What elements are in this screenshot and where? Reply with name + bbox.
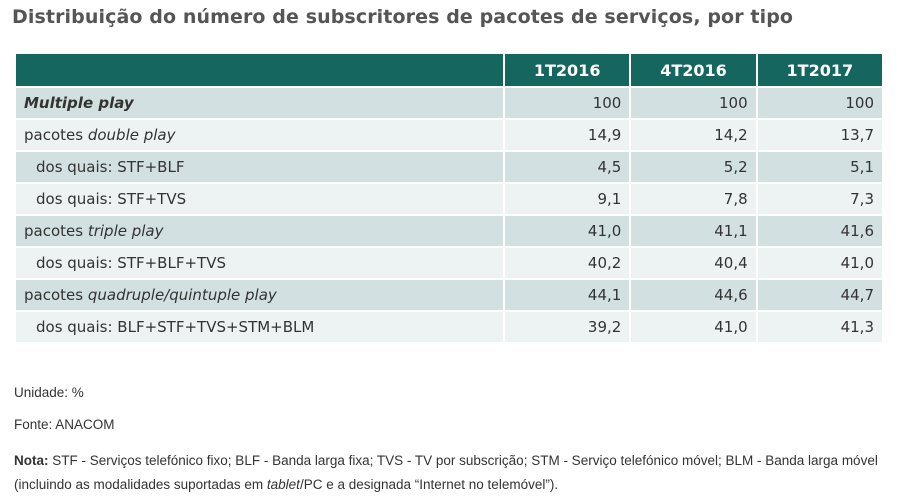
value-cell: 13,7 (757, 120, 882, 150)
value-cell: 5,1 (757, 152, 882, 182)
value-cell: 7,8 (631, 184, 756, 214)
subscribers-table: 1T2016 4T2016 1T2017 Multiple play 100 100… (14, 52, 884, 344)
value-cell: 44,1 (505, 280, 630, 310)
row-label: pacotes quadruple/quintuple play (16, 280, 503, 310)
row-label-text: dos quais: STF+BLF (36, 158, 185, 176)
column-header: 1T2017 (757, 54, 882, 86)
table-row: pacotes triple play 41,0 41,1 41,6 (16, 216, 882, 246)
value-cell: 41,1 (631, 216, 756, 246)
column-header: 4T2016 (631, 54, 756, 86)
value-cell: 4,5 (505, 152, 630, 182)
value-cell: 41,0 (757, 248, 882, 278)
value-cell: 44,6 (631, 280, 756, 310)
row-label-text: dos quais: BLF+STF+TVS+STM+BLM (36, 318, 315, 336)
row-label: dos quais: STF+TVS (16, 184, 503, 214)
table-row: pacotes quadruple/quintuple play 44,1 44,6… (16, 280, 882, 310)
row-label-italic: Multiple play (24, 94, 134, 112)
row-label-italic: double play (87, 126, 176, 144)
note-label: Nota: (14, 453, 49, 468)
value-cell: 44,7 (757, 280, 882, 310)
note-text: STF - Serviços telefónico fixo; BLF - Ba… (14, 453, 878, 492)
row-label-italic: triple play (87, 222, 164, 240)
value-cell: 39,2 (505, 312, 630, 342)
value-cell: 41,0 (505, 216, 630, 246)
table-row: dos quais: BLF+STF+TVS+STM+BLM 39,2 41,0 41… (16, 312, 882, 342)
table-row: pacotes double play 14,9 14,2 13,7 (16, 120, 882, 150)
table-row: dos quais: STF+BLF 4,5 5,2 5,1 (16, 152, 882, 182)
value-cell: 14,9 (505, 120, 630, 150)
value-cell: 5,2 (631, 152, 756, 182)
value-cell: 100 (631, 88, 756, 118)
footnote: Nota: STF - Serviços telefónico fixo; BL… (14, 449, 886, 497)
table-row: dos quais: STF+TVS 9,1 7,8 7,3 (16, 184, 882, 214)
value-cell: 9,1 (505, 184, 630, 214)
table-row: dos quais: STF+BLF+TVS 40,2 40,4 41,0 (16, 248, 882, 278)
value-cell: 14,2 (631, 120, 756, 150)
row-label-text: dos quais: STF+BLF+TVS (36, 254, 226, 272)
table-row: Multiple play 100 100 100 (16, 88, 882, 118)
row-label: pacotes triple play (16, 216, 503, 246)
value-cell: 40,2 (505, 248, 630, 278)
row-label: dos quais: BLF+STF+TVS+STM+BLM (16, 312, 503, 342)
row-label: pacotes double play (16, 120, 503, 150)
row-label: Multiple play (16, 88, 503, 118)
value-cell: 100 (757, 88, 882, 118)
value-cell: 40,4 (631, 248, 756, 278)
row-label-text: pacotes (24, 126, 88, 144)
row-label-text: dos quais: STF+TVS (36, 190, 187, 208)
table-header: 1T2016 4T2016 1T2017 (16, 54, 882, 86)
note-italic: tablet (266, 477, 300, 492)
column-header: 1T2016 (505, 54, 630, 86)
row-label-italic: quadruple/quintuple play (87, 286, 277, 304)
row-label-text: pacotes (24, 222, 88, 240)
row-label-text: pacotes (24, 286, 88, 304)
row-label: dos quais: STF+BLF (16, 152, 503, 182)
value-cell: 100 (505, 88, 630, 118)
row-label: dos quais: STF+BLF+TVS (16, 248, 503, 278)
value-cell: 41,6 (757, 216, 882, 246)
value-cell: 41,3 (757, 312, 882, 342)
page-title: Distribuição do número de subscritores d… (12, 6, 794, 28)
unit-note: Unidade: % (14, 385, 84, 400)
value-cell: 41,0 (631, 312, 756, 342)
value-cell: 7,3 (757, 184, 882, 214)
source-note: Fonte: ANACOM (14, 417, 115, 432)
header-label-cell (16, 54, 503, 86)
note-text-end: /PC e a designada “Internet no telemóvel… (299, 477, 559, 492)
